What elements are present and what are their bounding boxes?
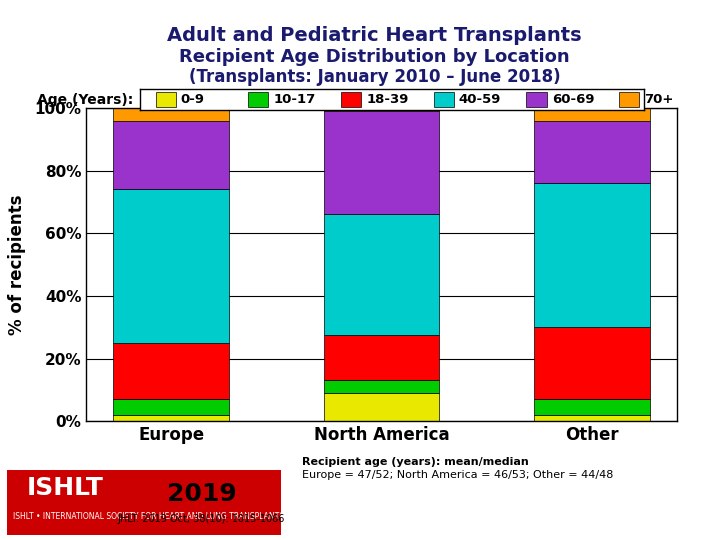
FancyBboxPatch shape: [619, 92, 639, 106]
Text: ISHLT: ISHLT: [27, 476, 103, 500]
Bar: [324, 214, 439, 335]
Text: 0-9: 0-9: [181, 93, 204, 106]
FancyBboxPatch shape: [433, 92, 454, 106]
Text: Age (Years):: Age (Years):: [37, 93, 133, 107]
Text: (Transplants: January 2010 – June 2018): (Transplants: January 2010 – June 2018): [189, 68, 560, 86]
Text: 70+: 70+: [644, 93, 674, 106]
Bar: [113, 415, 229, 421]
Text: 18-39: 18-39: [366, 93, 408, 106]
Bar: [324, 393, 439, 421]
Bar: [534, 327, 650, 399]
Bar: [534, 108, 650, 120]
Bar: [324, 335, 439, 381]
Bar: [113, 108, 229, 120]
Bar: [534, 183, 650, 327]
FancyBboxPatch shape: [526, 92, 546, 106]
Bar: [113, 399, 229, 415]
FancyBboxPatch shape: [341, 92, 361, 106]
Bar: [113, 190, 229, 343]
FancyBboxPatch shape: [248, 92, 269, 106]
Text: 10-17: 10-17: [274, 93, 315, 106]
Bar: [534, 120, 650, 183]
Bar: [534, 415, 650, 421]
Bar: [324, 381, 439, 393]
FancyBboxPatch shape: [156, 92, 176, 106]
Bar: [324, 108, 439, 111]
Text: 60-69: 60-69: [552, 93, 594, 106]
Text: 40-59: 40-59: [459, 93, 501, 106]
Y-axis label: % of recipients: % of recipients: [8, 194, 26, 335]
Text: Europe = 47/52; North America = 46/53; Other = 44/48: Europe = 47/52; North America = 46/53; O…: [302, 470, 613, 480]
Bar: [534, 399, 650, 415]
Text: 2019: 2019: [167, 482, 236, 506]
Bar: [113, 120, 229, 190]
Text: JHLT. 2019 Oct; 38(10): 1015-1066: JHLT. 2019 Oct; 38(10): 1015-1066: [118, 515, 285, 524]
Bar: [113, 343, 229, 399]
Text: Adult and Pediatric Heart Transplants: Adult and Pediatric Heart Transplants: [167, 25, 582, 45]
Bar: [324, 111, 439, 214]
Text: Recipient Age Distribution by Location: Recipient Age Distribution by Location: [179, 48, 570, 66]
Text: Recipient age (years): mean/median: Recipient age (years): mean/median: [302, 457, 529, 467]
Text: ISHLT • INTERNATIONAL SOCIETY FOR HEART AND LUNG TRANSPLANTATION: ISHLT • INTERNATIONAL SOCIETY FOR HEART …: [13, 512, 302, 521]
